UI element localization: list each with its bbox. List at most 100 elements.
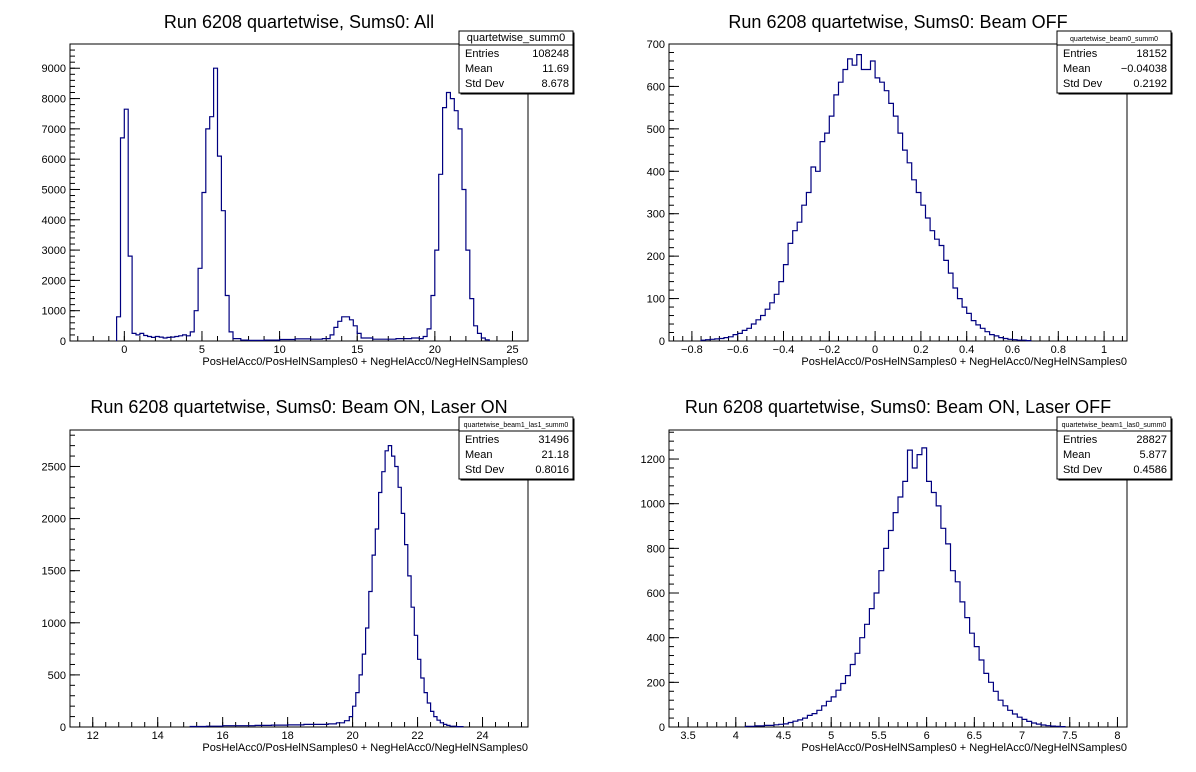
x-axis-label: PosHelAcc0/PosHelNSamples0 + NegHelAcc0/… [801, 356, 1127, 368]
plot-frame [668, 43, 1128, 342]
x-tick-label: 1 [1101, 344, 1107, 356]
stats-label: Std Dev [1063, 464, 1103, 476]
x-tick-label: 0.6 [1005, 344, 1020, 356]
y-tick-label: 7000 [42, 124, 66, 136]
stats-value: 0.4586 [1133, 464, 1167, 476]
x-tick-label: 20 [429, 344, 441, 356]
stats-value: 21.18 [541, 449, 569, 461]
stats-value: −0.04038 [1121, 63, 1167, 75]
stats-label: Std Dev [465, 464, 505, 476]
chart-title: Run 6208 quartetwise, Sums0: All [164, 12, 434, 32]
x-tick-label: 0 [872, 344, 878, 356]
y-tick-label: 500 [647, 124, 665, 136]
x-tick-label: 0 [121, 344, 127, 356]
histogram-panel-3: Run 6208 quartetwise, Sums0: Beam ON, La… [42, 397, 575, 754]
y-tick-label: 0 [60, 336, 66, 348]
y-tick-label: 400 [647, 166, 665, 178]
x-tick-label: 22 [411, 730, 423, 742]
stats-value: 5.877 [1139, 449, 1167, 461]
x-axis-label: PosHelAcc0/PosHelNSamples0 + NegHelAcc0/… [202, 356, 528, 368]
x-tick-label: 16 [217, 730, 229, 742]
y-tick-label: 200 [647, 251, 665, 263]
x-axis-label: PosHelAcc0/PosHelNSamples0 + NegHelAcc0/… [202, 742, 528, 754]
x-tick-label: 4 [733, 730, 739, 742]
stats-label: Mean [465, 63, 493, 75]
stats-label: Mean [1063, 449, 1091, 461]
y-tick-label: 400 [647, 633, 665, 645]
chart-title: Run 6208 quartetwise, Sums0: Beam ON, La… [685, 397, 1111, 417]
chart-title: Run 6208 quartetwise, Sums0: Beam OFF [728, 12, 1067, 32]
stats-value: 28827 [1136, 434, 1167, 446]
histogram-series [116, 67, 490, 341]
chart-title: Run 6208 quartetwise, Sums0: Beam ON, La… [90, 397, 507, 417]
stats-histogram-name: quartetwise_summ0 [467, 32, 565, 44]
x-tick-label: 15 [351, 344, 363, 356]
stats-value: 0.8016 [535, 464, 569, 476]
stats-value: 108248 [532, 48, 569, 60]
histogram-series [700, 54, 1032, 342]
x-tick-label: −0.4 [773, 344, 795, 356]
stats-value: 11.69 [542, 63, 569, 75]
y-tick-label: 200 [647, 677, 665, 689]
stats-box-frame [458, 30, 574, 94]
y-tick-label: 300 [647, 209, 665, 221]
stats-label: Mean [465, 449, 493, 461]
x-tick-label: −0.8 [681, 344, 703, 356]
x-tick-label: 7 [1019, 730, 1025, 742]
stats-label: Std Dev [1063, 78, 1103, 90]
stats-label: Entries [465, 434, 500, 446]
y-tick-label: 2000 [42, 275, 66, 287]
histogram-panel-2: Run 6208 quartetwise, Sums0: Beam OFF −0.… [647, 12, 1173, 368]
stats-histogram-name: quartetwise_beam1_las1_summ0 [464, 422, 569, 429]
x-tick-label: 6 [924, 730, 930, 742]
y-tick-label: 2000 [42, 514, 66, 526]
stats-box: quartetwise_beam0_summ0 Entries 18152 Mean −… [1056, 30, 1173, 95]
stats-box-frame [1056, 30, 1172, 94]
plot-frame [69, 43, 529, 342]
stats-box: quartetwise_summ0 Entries 108248 Mean 11.69 S… [458, 30, 575, 95]
x-tick-label: 3.5 [680, 730, 695, 742]
y-tick-label: 1000 [42, 306, 66, 318]
y-tick-label: 1000 [641, 499, 665, 511]
y-tick-label: 500 [48, 670, 66, 682]
x-tick-label: 8 [1114, 730, 1120, 742]
stats-box: quartetwise_beam1_las1_summ0 Entries 31496… [458, 416, 575, 481]
y-tick-label: 800 [647, 543, 665, 555]
x-tick-label: 6.5 [967, 730, 982, 742]
x-tick-label: 5.5 [871, 730, 886, 742]
y-tick-label: 2500 [42, 461, 66, 473]
stats-label: Entries [465, 48, 500, 60]
y-tick-label: 6000 [42, 154, 66, 166]
y-tick-label: 0 [659, 722, 665, 734]
y-tick-label: 0 [659, 336, 665, 348]
y-tick-label: 8000 [42, 94, 66, 106]
histogram-series [189, 445, 464, 728]
x-tick-label: 12 [87, 730, 99, 742]
y-tick-label: 3000 [42, 245, 66, 257]
x-tick-label: 18 [282, 730, 294, 742]
y-tick-label: 600 [647, 81, 665, 93]
x-tick-label: 7.5 [1062, 730, 1077, 742]
x-tick-label: 5 [828, 730, 834, 742]
x-tick-label: 4.5 [776, 730, 791, 742]
y-tick-label: 1500 [42, 566, 66, 578]
stats-value: 18152 [1136, 48, 1167, 60]
stats-label: Entries [1063, 434, 1098, 446]
plot-frame [69, 429, 529, 728]
y-tick-label: 100 [647, 294, 665, 306]
x-tick-label: 24 [476, 730, 488, 742]
x-axis-label: PosHelAcc0/PosHelNSamples0 + NegHelAcc0/… [801, 742, 1127, 754]
x-tick-label: 0.4 [959, 344, 974, 356]
stats-box-frame [458, 416, 574, 480]
stats-value: 31496 [538, 434, 569, 446]
y-tick-label: 0 [60, 722, 66, 734]
y-tick-label: 9000 [42, 63, 66, 75]
x-tick-label: 20 [346, 730, 358, 742]
stats-value: 0.2192 [1133, 78, 1167, 90]
y-tick-label: 5000 [42, 184, 66, 196]
x-tick-label: −0.2 [818, 344, 840, 356]
y-tick-label: 600 [647, 588, 665, 600]
histogram-panel-1: Run 6208 quartetwise, Sums0: All 0 5 10 15 20… [42, 12, 575, 368]
x-tick-label: 10 [273, 344, 285, 356]
